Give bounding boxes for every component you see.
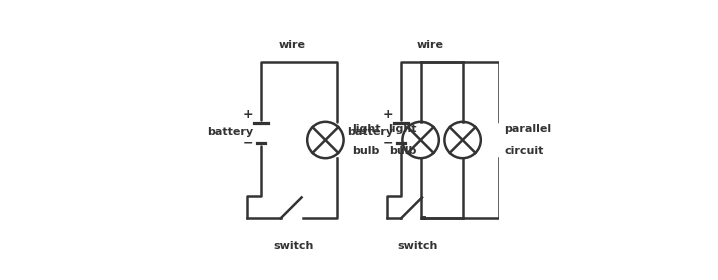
Text: +: + — [383, 108, 393, 121]
Text: light: light — [352, 124, 381, 134]
Text: switch: switch — [398, 241, 438, 251]
Text: battery: battery — [207, 127, 253, 137]
Text: circuit: circuit — [505, 146, 544, 156]
Text: light: light — [388, 124, 416, 134]
Text: battery: battery — [347, 127, 393, 137]
Text: +: + — [243, 108, 253, 121]
Text: switch: switch — [273, 241, 313, 251]
Text: bulb: bulb — [388, 146, 416, 156]
Text: parallel: parallel — [505, 124, 551, 134]
Text: −: − — [243, 136, 253, 149]
Text: wire: wire — [279, 40, 305, 50]
Text: wire: wire — [417, 40, 444, 50]
Text: bulb: bulb — [352, 146, 379, 156]
Text: −: − — [383, 136, 393, 149]
